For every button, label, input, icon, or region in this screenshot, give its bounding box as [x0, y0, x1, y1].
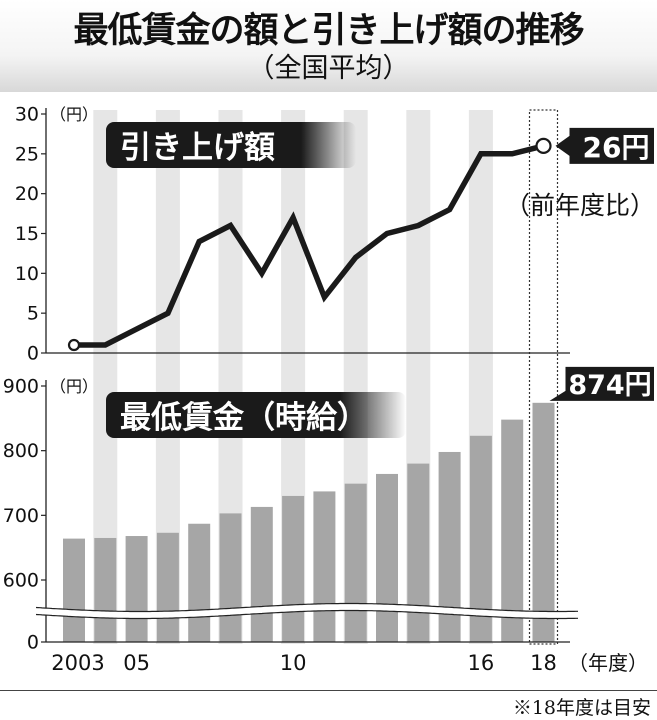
line-callout-note: （前年度比）	[505, 191, 655, 220]
x-tick-label-2010: 10	[280, 651, 307, 675]
bar-2007	[188, 523, 211, 642]
chart-subtitle: （全国平均）	[247, 53, 410, 84]
bar-2016	[469, 435, 492, 642]
line-callout: 26円	[555, 127, 654, 164]
x-tick-label-2005: 05	[123, 651, 150, 675]
break-line-upper	[35, 602, 578, 613]
bar-callout: 874円	[549, 366, 654, 401]
break-band	[35, 603, 578, 619]
line-y-tick-label-25: 25	[15, 143, 39, 165]
line-panel-label: 引き上げ額	[106, 122, 356, 168]
x-tick-label-2016: 16	[468, 651, 495, 675]
bar-y-axis: 0 600 700 800 900 （円）	[3, 376, 98, 654]
bar-panel-label-text: 最低賃金（時給）	[120, 400, 368, 436]
bar-2005	[125, 536, 148, 642]
footnote: ※18年度は目安	[512, 697, 651, 719]
line-series	[67, 137, 552, 352]
bar-2017	[501, 419, 524, 642]
bar-y-unit-label: （円）	[50, 377, 98, 396]
bar-y-tick-label-800: 800	[3, 440, 39, 462]
x-unit-label: （年度）	[568, 651, 648, 675]
bar-2011	[313, 491, 336, 642]
line-point-2018	[535, 137, 552, 154]
bar-panel-label-bg	[106, 392, 406, 438]
line-y-axis: 0 5 10 15 20 25 30 （円）	[15, 104, 570, 365]
highlight-2018	[528, 109, 559, 645]
bar-callout-bg	[549, 366, 654, 401]
bar-callout-text: 874円	[568, 370, 651, 401]
bar-2008	[219, 513, 242, 642]
bar-2018	[532, 402, 555, 642]
line-y-tick-label-20: 20	[15, 183, 39, 205]
x-tick-label-2003: 2003	[51, 651, 104, 675]
chart-title: 最低賃金の額と引き上げ額の推移	[73, 11, 584, 51]
bar-2014	[407, 463, 430, 642]
x-axis: 2003 05 10 16 18 （年度）	[51, 651, 648, 675]
bar-y-tick-label-0: 0	[27, 632, 39, 654]
line-y-unit-label: （円）	[50, 105, 98, 124]
line-panel-label-bg	[106, 122, 356, 168]
footer-rule	[0, 690, 657, 691]
bar-y-tick-label-600: 600	[3, 570, 39, 592]
bar-2012	[344, 483, 367, 642]
bar-2010	[282, 495, 305, 642]
bar-y-tick-label-900: 900	[3, 376, 39, 398]
line-callout-text: 26円	[583, 131, 650, 164]
bar-y-tick-label-700: 700	[3, 505, 39, 527]
line-y-tick-label-0: 0	[27, 343, 39, 365]
bar-2003	[63, 538, 85, 642]
header: 最低賃金の額と引き上げ額の推移 （全国平均）	[0, 0, 657, 92]
bar-2004	[94, 537, 117, 642]
bar-2006	[156, 532, 179, 642]
bar-2013	[376, 473, 398, 642]
bar-2009	[250, 506, 273, 642]
line-callout-bg	[555, 127, 654, 164]
line-y-tick-label-5: 5	[27, 303, 39, 325]
axis-break	[35, 602, 578, 620]
bar-2015	[438, 451, 461, 642]
bar-panel-label: 最低賃金（時給）	[106, 392, 406, 438]
line-y-tick-label-15: 15	[15, 223, 39, 245]
line-y-tick-label-10: 10	[15, 263, 39, 285]
x-tick-label-2018: 18	[530, 651, 557, 675]
line-point-2003	[67, 338, 81, 352]
line-y-tick-label-30: 30	[15, 104, 39, 126]
break-line-lower	[35, 609, 578, 620]
highlight-box	[528, 109, 559, 645]
line-panel-label-text: 引き上げ額	[120, 130, 275, 166]
line-path	[74, 143, 545, 348]
